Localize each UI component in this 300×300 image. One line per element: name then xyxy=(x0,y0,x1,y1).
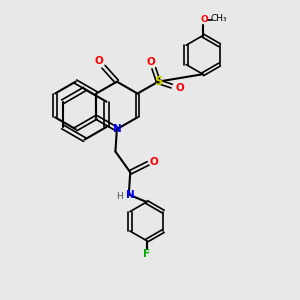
Text: O: O xyxy=(146,57,155,67)
Text: F: F xyxy=(143,249,150,259)
Text: O: O xyxy=(149,157,158,167)
Text: O: O xyxy=(176,82,184,93)
Text: H: H xyxy=(116,192,123,201)
Text: O: O xyxy=(200,15,208,24)
Text: N: N xyxy=(112,124,121,134)
Text: O: O xyxy=(95,56,103,66)
Text: CH₃: CH₃ xyxy=(211,14,227,23)
Text: S: S xyxy=(154,75,163,88)
Text: N: N xyxy=(126,190,135,200)
